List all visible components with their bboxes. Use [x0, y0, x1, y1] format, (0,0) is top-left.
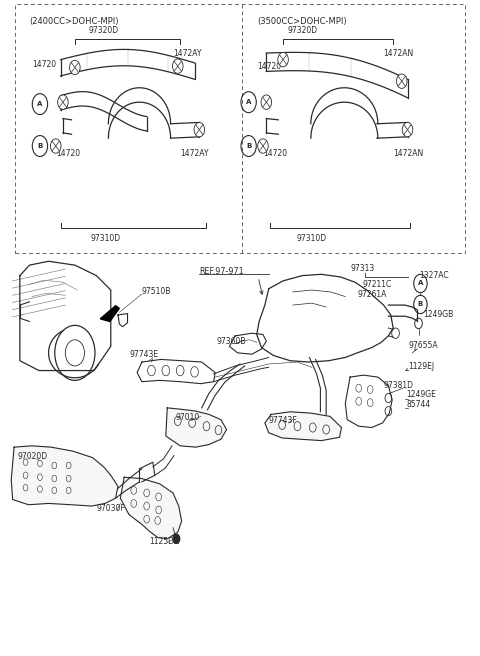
- Text: 1472AY: 1472AY: [180, 150, 209, 159]
- Text: 97510B: 97510B: [142, 287, 171, 296]
- Text: 14720: 14720: [257, 62, 281, 72]
- Text: 1327AC: 1327AC: [420, 271, 449, 280]
- Circle shape: [50, 139, 61, 154]
- Polygon shape: [11, 446, 118, 506]
- Text: B: B: [418, 302, 423, 308]
- Text: (2400CC>DOHC-MPI): (2400CC>DOHC-MPI): [29, 17, 119, 26]
- Text: A: A: [246, 99, 252, 105]
- Text: 97360B: 97360B: [216, 337, 246, 346]
- Text: A: A: [418, 281, 423, 287]
- Circle shape: [261, 95, 272, 110]
- Text: 97381D: 97381D: [384, 381, 414, 390]
- Text: REF.97-971: REF.97-971: [199, 267, 244, 276]
- Text: 97320D: 97320D: [287, 26, 317, 35]
- Text: 1249GB: 1249GB: [423, 310, 453, 319]
- Text: 97030F: 97030F: [96, 504, 125, 513]
- Polygon shape: [166, 408, 227, 447]
- Text: 1472AY: 1472AY: [173, 49, 202, 58]
- Text: 97010: 97010: [175, 413, 200, 422]
- Circle shape: [194, 123, 204, 137]
- Text: 14720: 14720: [56, 150, 80, 159]
- Circle shape: [396, 74, 407, 89]
- Circle shape: [402, 123, 413, 137]
- Polygon shape: [120, 478, 181, 539]
- Text: 97020D: 97020D: [17, 452, 48, 461]
- Polygon shape: [100, 306, 120, 321]
- Circle shape: [70, 60, 80, 75]
- Text: 97211C: 97211C: [362, 279, 391, 289]
- Text: 14720: 14720: [32, 60, 56, 70]
- Text: B: B: [246, 143, 251, 149]
- Circle shape: [173, 534, 180, 543]
- Text: 97310D: 97310D: [297, 234, 327, 243]
- Text: 1125DA: 1125DA: [149, 537, 179, 546]
- Text: 97261A: 97261A: [357, 289, 386, 298]
- Text: A: A: [37, 101, 43, 107]
- Text: B: B: [37, 143, 43, 149]
- Text: 1472AN: 1472AN: [384, 49, 414, 58]
- Text: (3500CC>DOHC-MPI): (3500CC>DOHC-MPI): [257, 17, 347, 26]
- Circle shape: [278, 52, 288, 67]
- Text: 14720: 14720: [263, 150, 287, 159]
- Text: 97743F: 97743F: [269, 416, 298, 425]
- Text: 97743E: 97743E: [130, 350, 159, 359]
- Polygon shape: [265, 412, 341, 441]
- Text: 97655A: 97655A: [408, 340, 438, 350]
- Text: 97313: 97313: [350, 264, 374, 273]
- Text: 1249GE: 1249GE: [407, 390, 436, 400]
- Text: 97320D: 97320D: [88, 26, 119, 35]
- Text: 97310D: 97310D: [91, 234, 121, 243]
- Text: 85744: 85744: [407, 400, 431, 409]
- Text: 1472AN: 1472AN: [393, 150, 423, 159]
- Circle shape: [172, 59, 183, 73]
- Circle shape: [58, 95, 68, 110]
- Circle shape: [258, 139, 268, 154]
- Text: 1129EJ: 1129EJ: [408, 361, 434, 371]
